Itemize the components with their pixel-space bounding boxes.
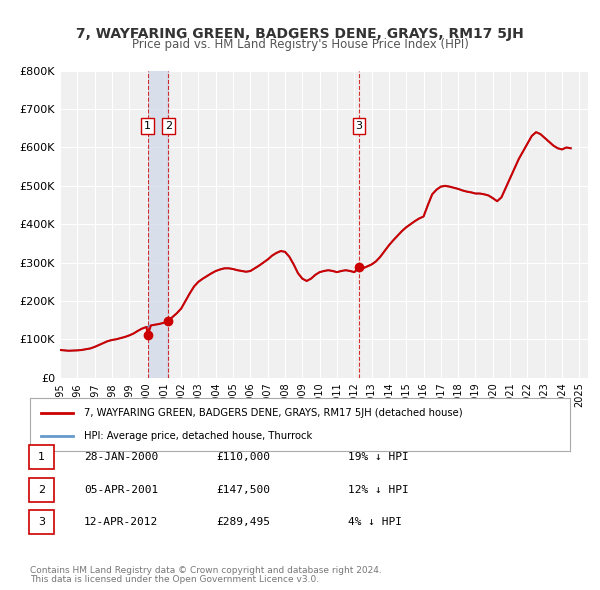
Text: 12-APR-2012: 12-APR-2012 (84, 517, 158, 527)
Text: 12% ↓ HPI: 12% ↓ HPI (348, 485, 409, 494)
Text: 19% ↓ HPI: 19% ↓ HPI (348, 453, 409, 462)
Text: £289,495: £289,495 (216, 517, 270, 527)
Text: 4% ↓ HPI: 4% ↓ HPI (348, 517, 402, 527)
Bar (148, 71, 169, 378)
Text: 7, WAYFARING GREEN, BADGERS DENE, GRAYS, RM17 5JH: 7, WAYFARING GREEN, BADGERS DENE, GRAYS,… (76, 27, 524, 41)
Text: 2: 2 (165, 121, 172, 131)
Text: 1: 1 (38, 453, 45, 462)
Text: 7, WAYFARING GREEN, BADGERS DENE, GRAYS, RM17 5JH (detached house): 7, WAYFARING GREEN, BADGERS DENE, GRAYS,… (84, 408, 463, 418)
Text: HPI: Average price, detached house, Thurrock: HPI: Average price, detached house, Thur… (84, 431, 312, 441)
Text: Price paid vs. HM Land Registry's House Price Index (HPI): Price paid vs. HM Land Registry's House … (131, 38, 469, 51)
Text: £110,000: £110,000 (216, 453, 270, 462)
Text: 3: 3 (356, 121, 362, 131)
Text: 2: 2 (38, 485, 45, 494)
Text: 05-APR-2001: 05-APR-2001 (84, 485, 158, 494)
Text: 28-JAN-2000: 28-JAN-2000 (84, 453, 158, 462)
Text: This data is licensed under the Open Government Licence v3.0.: This data is licensed under the Open Gov… (30, 575, 319, 584)
Text: 1: 1 (144, 121, 151, 131)
Text: Contains HM Land Registry data © Crown copyright and database right 2024.: Contains HM Land Registry data © Crown c… (30, 566, 382, 575)
Text: 3: 3 (38, 517, 45, 527)
Text: £147,500: £147,500 (216, 485, 270, 494)
